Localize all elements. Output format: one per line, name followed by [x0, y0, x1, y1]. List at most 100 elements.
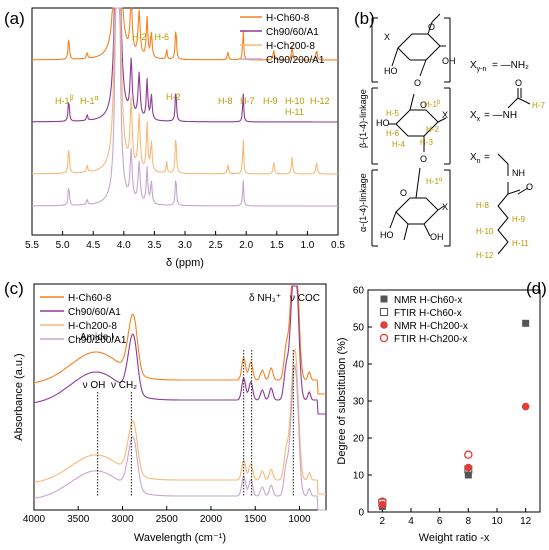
peak-label-h8: H-8 — [218, 96, 233, 106]
ds-x-tick-label: 8 — [466, 516, 472, 527]
ring1-x: X — [384, 32, 390, 42]
ftir-x-tick-label: 3000 — [111, 514, 134, 525]
ds-x-tick-label: 6 — [437, 516, 443, 527]
ring2-x: X — [442, 110, 448, 120]
ds-y-tick-label: 50 — [353, 323, 365, 334]
amide-n: NH — [512, 168, 525, 178]
ftir-annotation-label: Amide I — [80, 332, 114, 343]
nmr-x-tick-label: 0.5 — [331, 240, 345, 251]
substituent-amine: Xy-n = —NH₂ — [470, 60, 529, 73]
ds-axes: 2 4 6 8 10 12 0 10 20 30 40 50 60 — [353, 286, 532, 528]
peak-label-h11: H-11 — [285, 107, 304, 117]
glucosamine-ring-1 — [391, 13, 446, 77]
ds-point — [464, 471, 472, 479]
ftir-annotation-label: ν OH — [83, 380, 106, 391]
nmr-spectrum-line — [32, 7, 338, 123]
glycosidic-oxygen-1: O — [414, 78, 421, 88]
nmr-spectrum-line — [32, 7, 338, 207]
nmr-x-tick-label: 1.0 — [300, 240, 314, 251]
ftir-y-axis-label: Absorbance (a.u.) — [13, 353, 25, 440]
xx-symbol: Xx — [470, 110, 481, 123]
ring3-x: X — [442, 202, 448, 212]
xyn-symbol: Xy-n — [470, 60, 487, 73]
ftir-x-tick-label: 2500 — [156, 514, 179, 525]
nmr-spectrum-line — [32, 7, 338, 175]
nmr-x-tick-label: 2.0 — [239, 240, 253, 251]
ftir-annotation-label: ν CH₂ — [111, 380, 137, 391]
ftir-x-tick-label: 4000 — [23, 514, 46, 525]
nmr-x-tick-label: 1.5 — [270, 240, 284, 251]
panel-d-label: (d) — [526, 279, 547, 298]
ring-label-h6: H-6 — [386, 129, 399, 138]
repeat-brackets — [371, 17, 451, 247]
alpha-linkage-label: α-(1-4)-linkage — [358, 173, 368, 232]
ds-legend-entry: FTIR H-Ch60-x — [394, 308, 462, 319]
ds-x-tick-label: 4 — [408, 516, 414, 527]
ring3-ring-oxygen: O — [400, 188, 407, 198]
ring-label-h5: H-5 — [386, 109, 399, 118]
panel-c-label: (c) — [4, 279, 24, 298]
nmr-x-tick-label: 4.0 — [117, 240, 131, 251]
xn-symbol: Xn — [470, 152, 481, 165]
ds-legend-entry: NMR H-Ch200-x — [394, 321, 468, 332]
ring1-ring-oxygen: O — [428, 22, 435, 32]
ring-label-h2: H-2 — [426, 125, 439, 134]
ring-label-h1alpha: H-1α — [426, 177, 443, 186]
nmr-x-axis-label: δ (ppm) — [166, 257, 204, 269]
nmr-legend-entry: H-Ch200-8 — [266, 41, 315, 52]
acetyl-h7-label: H-7 — [532, 101, 545, 110]
panel-b-label: (b) — [354, 9, 375, 28]
nmr-x-tick-label: 3.0 — [178, 240, 192, 251]
ftir-spectrum-line — [33, 347, 326, 495]
nmr-x-tick-label: 5.5 — [25, 240, 39, 251]
ds-y-tick-label: 20 — [353, 434, 365, 445]
ds-legend-marker — [380, 308, 388, 316]
nmr-legend-entry: Ch90/200/A1 — [266, 55, 325, 66]
ring-label-h3: H-3 — [420, 138, 433, 147]
nmr-spectra — [32, 6, 338, 207]
panel-c: (c) 4000 3500 3000 2500 2000 1500 1000 Wavelen… — [4, 279, 327, 544]
ds-legend-marker — [380, 321, 388, 329]
ds-point — [521, 402, 530, 411]
peak-label-h2: H-2 — [166, 92, 181, 102]
nmr-x-tick-label: 2.5 — [209, 240, 223, 251]
ds-y-tick-label: 0 — [358, 508, 364, 519]
ds-x-tick-label: 12 — [520, 516, 532, 527]
xyn-definition: = —NH₂ — [492, 60, 529, 71]
chain-label-h11: H-11 — [512, 239, 529, 248]
ftir-x-tick-label: 3500 — [67, 514, 90, 525]
ds-legend-marker — [379, 333, 389, 343]
peak-label-h2-h6: H-2 - H-6 — [132, 32, 169, 42]
ring1-oh: OH — [442, 56, 456, 66]
ftir-spectra — [33, 285, 326, 511]
hexanoyl-proton-labels: H-8 H-9 H-10 H-11 H-12 — [476, 201, 529, 260]
panel-b: (b) O X HO OH O — [354, 9, 545, 260]
nmr-x-axis: 5.5 5.0 4.5 4.0 3.5 3.0 2.5 2.0 1.5 1.0 0.5 — [25, 231, 345, 251]
ds-legend-entry: FTIR H-Ch200-x — [394, 334, 467, 345]
ftir-x-tick-label: 1000 — [288, 514, 311, 525]
ftir-x-axis-label: Wavelength (cm⁻¹) — [134, 532, 226, 544]
chain-label-h10: H-10 — [476, 227, 494, 236]
peak-label-h7: H-7 — [240, 96, 255, 106]
nmr-legend: H-Ch60-8 Ch90/60/A1 H-Ch200-8 Ch90/200/A1 — [240, 13, 325, 66]
ftir-legend-entry: H-Ch200-8 — [68, 321, 117, 332]
nmr-peak-labels: H-1β H-1α H-2 - H-6 H-2 H-8 H-7 H-9 H-10… — [55, 32, 330, 117]
substituent-hexanoyl: Xn = NH O H-8 H-9 H-10 H-11 H-12 — [470, 152, 533, 260]
ring2-ring-oxygen: O — [420, 100, 427, 110]
beta-linkage-label: β-(1-4)-linkage — [358, 89, 368, 148]
peak-label-h1alpha: H-1α — [80, 95, 99, 106]
ds-x-tick-label: 10 — [491, 516, 503, 527]
ftir-legend-entry: H-Ch60-8 — [68, 293, 112, 304]
peak-label-h10: H-10 — [285, 96, 305, 106]
glucosamine-ring-2 — [388, 93, 447, 152]
ftir-legend-entry: Ch90/200/A1 — [68, 335, 127, 346]
ds-point — [464, 450, 473, 459]
ds-legend-entry: NMR H-Ch60-x — [394, 295, 462, 306]
ftir-legend-entry: Ch90/60/A1 — [68, 307, 121, 318]
peak-label-h1beta: H-1β — [55, 95, 74, 106]
ds-legend: NMR H-Ch60-x FTIR H-Ch60-x NMR H-Ch200-x FT… — [379, 295, 468, 345]
ftir-x-tick-label: 1500 — [244, 514, 267, 525]
nmr-x-tick-label: 5.0 — [56, 240, 70, 251]
nmr-legend-entry: Ch90/60/A1 — [266, 27, 319, 38]
